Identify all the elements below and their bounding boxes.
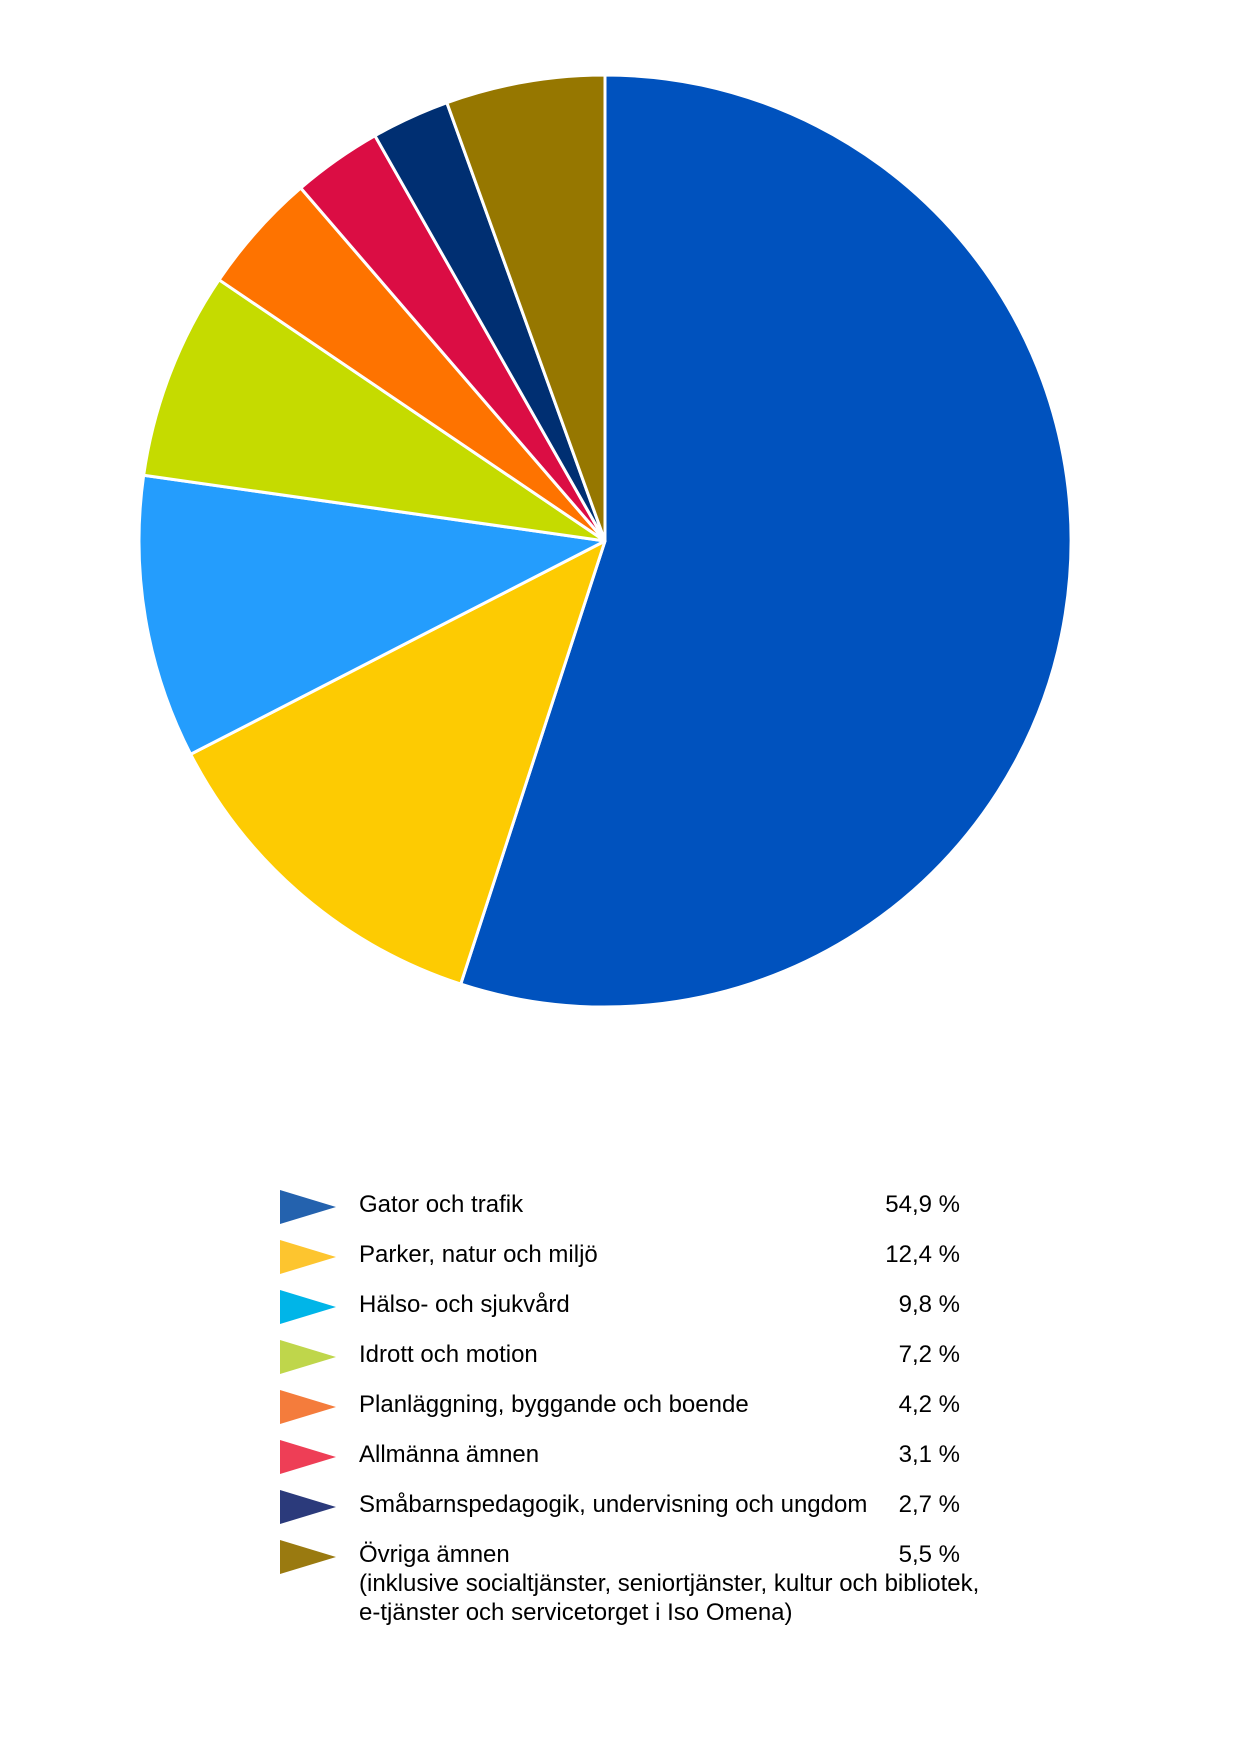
legend-value: 12,4 % [885,1241,960,1268]
legend-label: Gator och trafik [359,1191,524,1218]
legend-marker-icon [280,1340,336,1374]
legend-label: Allmänna ämnen [359,1441,540,1468]
legend-note-line: (inklusive socialtjänster, seniortjänste… [359,1570,980,1597]
legend-label: Småbarnspedagogik, undervisning och ungd… [359,1491,868,1518]
legend-item: Parker, natur och miljö 12,4 % [280,1236,1020,1286]
legend-marker-icon [280,1240,336,1274]
legend-note-line: e-tjänster och servicetorget i Iso Omena… [359,1599,793,1626]
legend-label: Parker, natur och miljö [359,1241,598,1268]
legend-marker-icon [280,1190,336,1224]
pie-slices [137,73,1073,1009]
legend-item: Planläggning, byggande och boende 4,2 % [280,1386,1020,1436]
legend-value: 7,2 % [898,1341,960,1368]
legend-item: Övriga ämnen 5,5 % (inklusive socialtjänst… [280,1536,1020,1626]
legend-label: Hälso- och sjukvård [359,1291,570,1318]
legend-label: Idrott och motion [359,1341,538,1368]
pie-slice-2 [189,539,607,986]
legend-marker-icon [280,1290,336,1324]
pie-slice-1 [459,73,1073,1009]
legend: Gator och trafik 54,9 % Parker, natur och … [280,1186,1020,1626]
legend-item: Småbarnspedagogik, undervisning och ungd… [280,1486,1020,1536]
legend-item: Idrott och motion 7,2 % [280,1336,1020,1386]
legend-item: Allmänna ämnen 3,1 % [280,1436,1020,1486]
legend-marker-icon [280,1490,336,1524]
pie-slice-3 [137,473,607,756]
pie-slice-8 [445,73,607,543]
legend-value: 9,8 % [898,1291,960,1318]
legend-label: Övriga ämnen [359,1541,510,1568]
legend-item: Hälso- och sjukvård 9,8 % [280,1286,1020,1336]
legend-value: 5,5 % [898,1541,960,1568]
legend-value: 4,2 % [898,1391,960,1418]
legend-item: Gator och trafik 54,9 % [280,1186,1020,1236]
legend-marker-icon [280,1440,336,1474]
legend-label: Planläggning, byggande och boende [359,1391,749,1418]
legend-value: 3,1 % [898,1441,960,1468]
legend-value: 2,7 % [898,1491,960,1518]
legend-value: 54,9 % [885,1191,960,1218]
legend-marker-icon [280,1540,336,1574]
pie-slice-4 [142,278,607,543]
legend-marker-icon [280,1390,336,1424]
